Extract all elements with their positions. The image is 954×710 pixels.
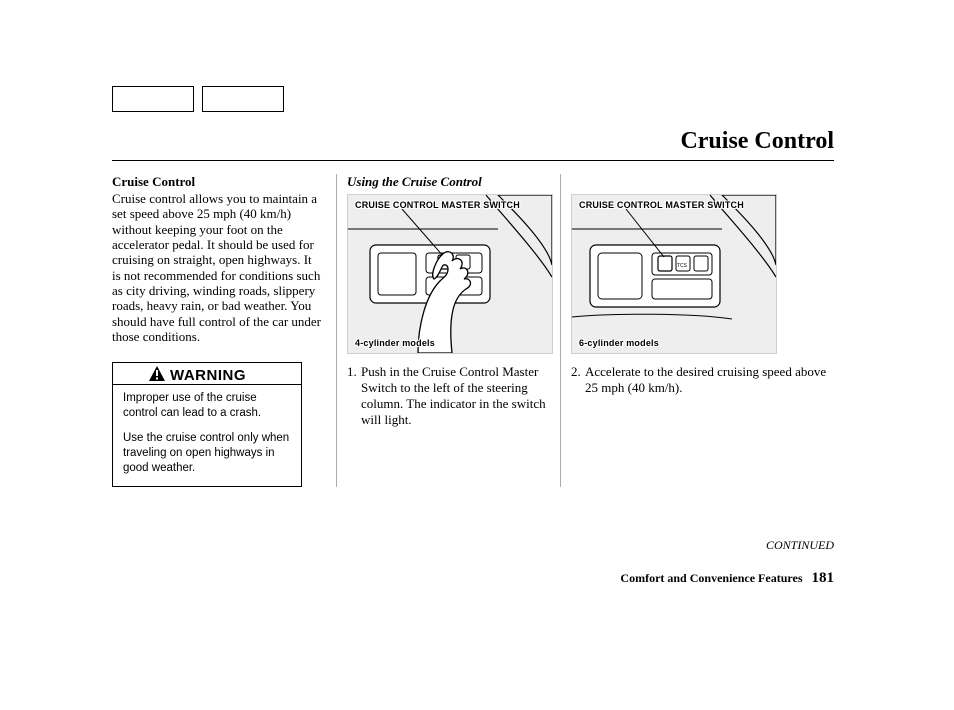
- step-1-text: Push in the Cruise Control Master Switch…: [361, 364, 554, 427]
- column-1: Cruise Control Cruise control allows you…: [112, 174, 336, 487]
- warning-header-text: WARNING: [170, 367, 246, 383]
- warning-box: WARNING Improper use of the cruise contr…: [112, 362, 302, 487]
- title-rule: [112, 160, 834, 161]
- warning-body: Improper use of the cruise control can l…: [113, 384, 301, 486]
- figure-6cyl-label-top: CRUISE CONTROL MASTER SWITCH: [579, 200, 744, 210]
- footer: Comfort and Convenience Features 181: [620, 570, 834, 587]
- figure-4cyl-drawing: [348, 195, 552, 353]
- content-columns: Cruise Control Cruise control allows you…: [112, 174, 836, 487]
- warning-p1: Improper use of the cruise control can l…: [123, 391, 291, 421]
- figure-6cyl-label-bottom: 6-cylinder models: [579, 338, 659, 348]
- figure-4cyl-label-bottom: 4-cylinder models: [355, 338, 435, 348]
- footer-section: Comfort and Convenience Features: [620, 571, 802, 585]
- warning-p2: Use the cruise control only when traveli…: [123, 431, 291, 476]
- column-3: TCS CRUISE CONTROL MASTER SWITCH 6-cylin…: [560, 174, 836, 487]
- header-tabs: [112, 86, 284, 112]
- step-2-num: 2.: [571, 364, 585, 396]
- tab-blank-1[interactable]: [112, 86, 194, 112]
- footer-page-number: 181: [812, 570, 835, 586]
- col2-subheading: Using the Cruise Control: [347, 174, 554, 190]
- step-2-text: Accelerate to the desired cruising speed…: [585, 364, 836, 396]
- step-1: 1. Push in the Cruise Control Master Swi…: [347, 364, 554, 427]
- step-1-num: 1.: [347, 364, 361, 427]
- col1-heading: Cruise Control: [112, 174, 322, 190]
- tab-blank-2[interactable]: [202, 86, 284, 112]
- continued-label: CONTINUED: [766, 538, 834, 553]
- warning-header: WARNING: [113, 363, 301, 384]
- column-2: Using the Cruise Control: [336, 174, 560, 487]
- figure-4cyl-label-top: CRUISE CONTROL MASTER SWITCH: [355, 200, 520, 210]
- figure-6cyl-drawing: TCS: [572, 195, 776, 353]
- svg-text:TCS: TCS: [677, 263, 688, 269]
- page-title: Cruise Control: [680, 128, 834, 155]
- figure-4cyl: CRUISE CONTROL MASTER SWITCH 4-cylinder …: [347, 194, 553, 354]
- warning-icon: WARNING: [148, 365, 266, 383]
- figure-6cyl: TCS CRUISE CONTROL MASTER SWITCH 6-cylin…: [571, 194, 777, 354]
- col1-body: Cruise control allows you to maintain a …: [112, 191, 322, 344]
- step-2: 2. Accelerate to the desired cruising sp…: [571, 364, 836, 396]
- page: Cruise Control Cruise Control Cruise con…: [0, 0, 954, 710]
